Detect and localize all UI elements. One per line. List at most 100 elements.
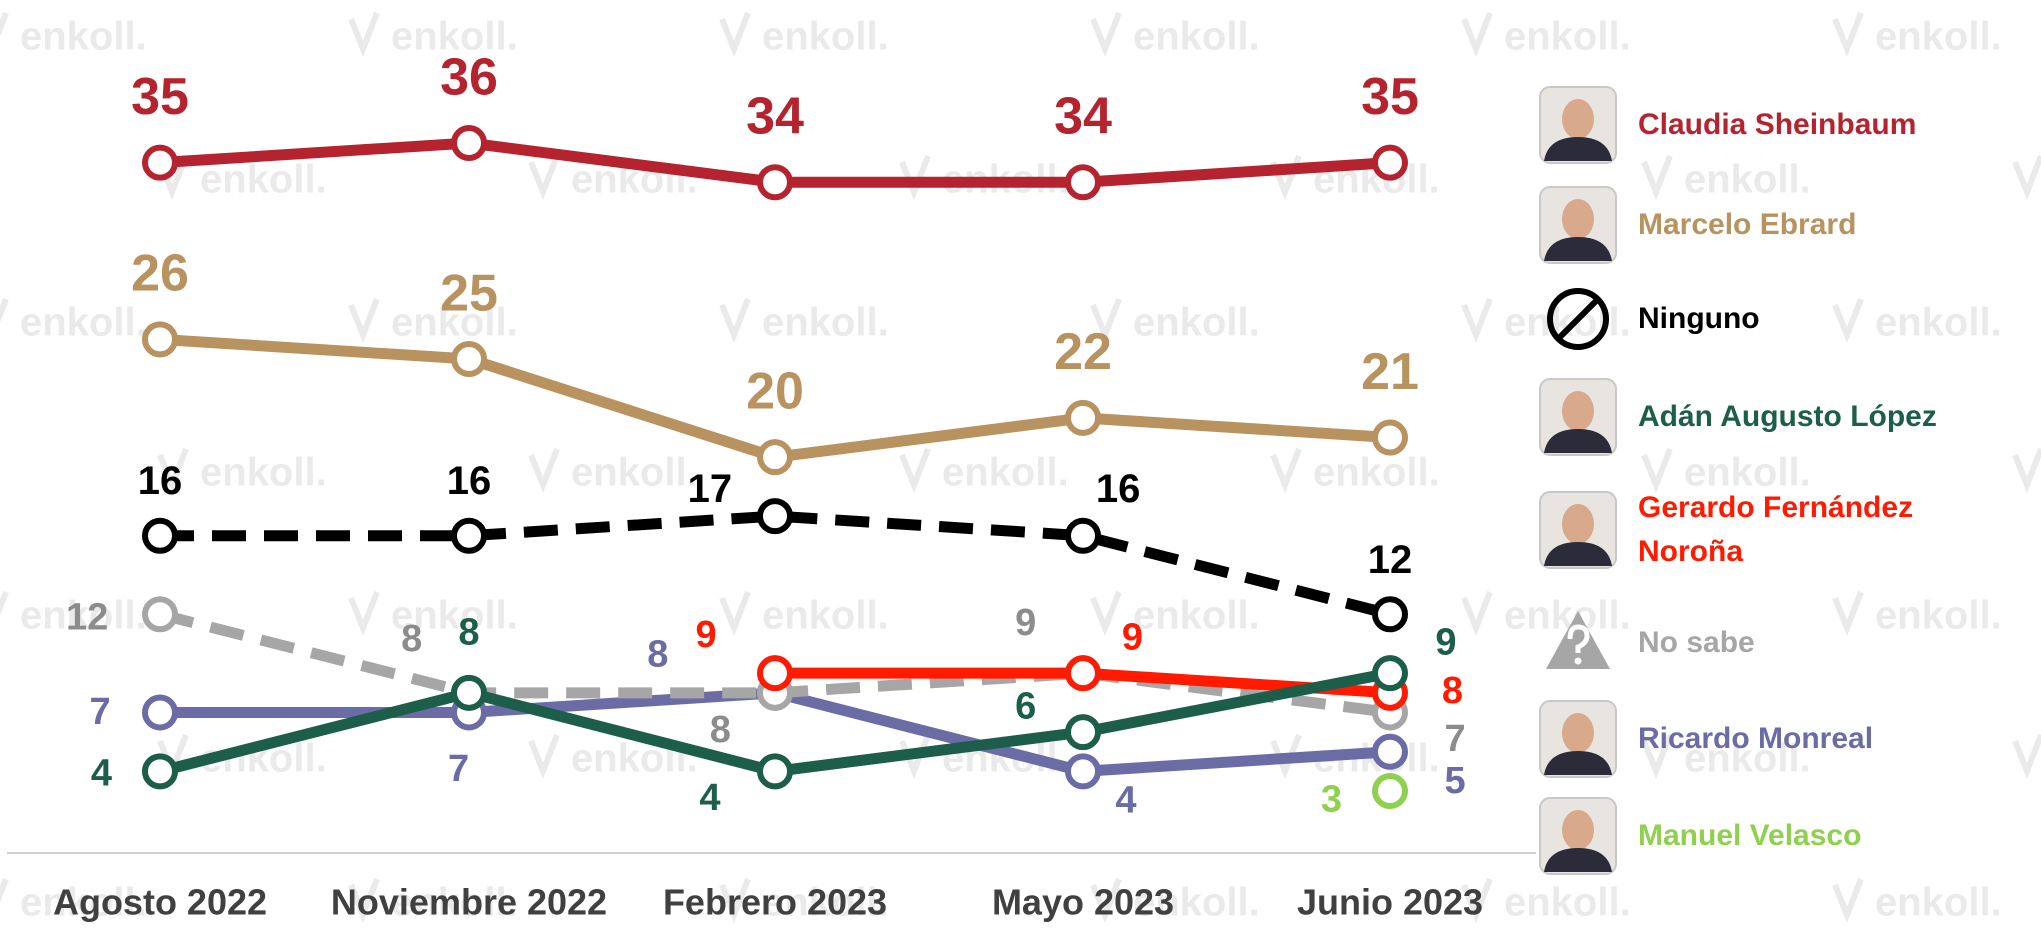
data-point [757,498,793,535]
plot: Agosto 2022 Noviembre 2022 Febrero 2023 May… [53,48,1483,922]
data-label: 16 [447,459,492,503]
watermark: enkoll. [942,451,1069,495]
watermark-logo [348,877,380,924]
watermark: enkoll. [1504,15,1631,59]
watermark-logo [1270,447,1302,494]
data-label: 35 [1361,68,1419,126]
watermark-logo [899,447,931,494]
watermark-logo [528,733,560,780]
watermark: enkoll. [20,881,147,925]
data-point [142,596,178,633]
legend-icons [1539,86,1617,875]
watermark-logo [1090,877,1122,924]
legend-photo-face [1562,391,1594,431]
x-tick-label: Mayo 2023 [992,882,1174,923]
data-label: 8 [647,633,668,675]
data-label: 3 [1321,778,1342,820]
data-point [1065,714,1101,751]
legend-photo-body [1544,137,1612,161]
data-point [1372,144,1408,181]
watermark-logo [1461,11,1493,58]
legend-entry: No sabe [1638,626,1755,659]
watermark-logo [1832,877,1864,924]
data-point [451,341,487,377]
watermark: enkoll. [391,594,518,638]
watermark: enkoll. [391,881,518,925]
data-label: 8 [1442,670,1463,712]
watermark-logo [1641,154,1673,201]
watermark-logo [348,590,380,637]
x-tick-label: Febrero 2023 [663,882,887,923]
watermark: enkoll. [1875,881,2002,925]
legend-icon [1555,296,1601,342]
watermark: enkoll. [1875,15,2002,59]
watermark-logo [348,11,380,58]
watermark: enkoll. [762,881,889,925]
data-label: 12 [66,597,108,639]
data-label: 35 [131,68,189,126]
watermark-logo [528,154,560,201]
data-point [451,125,487,161]
watermark-logo [1461,590,1493,637]
legend-entry: Ninguno [1638,302,1760,335]
legend-entry: Marcelo Ebrard [1638,208,1857,241]
data-point [757,753,793,790]
watermark-logo [719,877,751,924]
data-point [142,753,178,790]
watermark-logo [1090,11,1122,58]
watermark-logo [719,11,751,58]
watermark-logo [2012,447,2041,494]
data-label: 5 [1445,760,1466,802]
data-label: 36 [440,48,498,106]
data-point [1065,164,1101,201]
data-label: 25 [440,264,498,322]
watermark: enkoll. [1313,451,1440,495]
data-label: 9 [1435,622,1456,664]
watermark: enkoll. [1875,594,2002,638]
data-label: 8 [458,611,479,653]
data-point [142,517,178,554]
data-point [757,655,793,692]
watermark-logo [1461,877,1493,924]
watermark-logo [1090,297,1122,344]
legend-entry: Manuel Velasco [1638,819,1862,852]
legend-entry: Adán Augusto López [1638,400,1937,433]
x-tick-label: Noviembre 2022 [331,882,607,923]
watermark-logo [2012,733,2041,780]
data-point [757,164,793,201]
data-label: 22 [1054,323,1112,381]
watermark-logo [1832,11,1864,58]
watermark-logo [1090,590,1122,637]
watermark-logo [719,297,751,344]
data-point [1372,596,1408,633]
data-point [1065,655,1101,692]
watermark-logo [899,154,931,201]
legend-photo-body [1544,542,1612,566]
watermark: enkoll. [1684,158,1811,202]
watermark-logo [0,877,9,903]
watermark: enkoll. [1684,737,1811,781]
data-point [1372,733,1408,770]
watermark-logo [2012,154,2041,201]
data-label: 7 [448,748,469,790]
data-label: 9 [695,614,716,656]
watermark: enkoll. [20,301,147,345]
legend-photo-body [1544,429,1612,453]
data-point [1065,517,1101,554]
data-point [1372,655,1408,692]
watermark-logo [1461,297,1493,344]
legend-entry: Claudia Sheinbaum [1638,108,1917,141]
watermark: enkoll. [762,594,889,638]
data-point [1372,773,1408,809]
legend-icon [1567,624,1590,653]
data-label: 4 [1115,780,1136,822]
data-label: 17 [688,467,733,511]
watermark: enkoll. [200,451,327,495]
data-label: 9 [1015,602,1036,644]
data-label: 34 [1054,88,1112,146]
data-point [142,321,178,358]
watermark: enkoll. [1875,301,2002,345]
x-tick-label: Junio 2023 [1297,882,1483,923]
